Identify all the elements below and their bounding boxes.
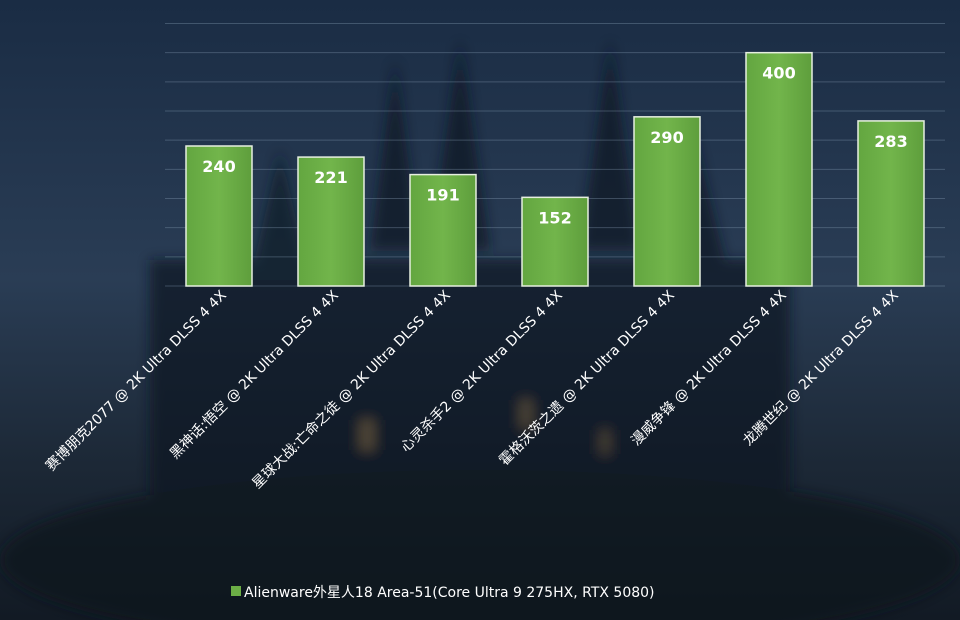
bars bbox=[185, 51, 925, 287]
bar-value-label: 152 bbox=[538, 208, 571, 227]
bar-value-label: 290 bbox=[650, 128, 683, 147]
legend: Alienware外星人18 Area-51(Core Ultra 9 275H… bbox=[231, 585, 655, 601]
bar-value-label: 400 bbox=[762, 64, 795, 83]
bar-value-label: 240 bbox=[202, 157, 235, 176]
bar bbox=[185, 145, 253, 287]
bar bbox=[409, 173, 477, 287]
legend-label: Alienware外星人18 Area-51(Core Ultra 9 275H… bbox=[244, 585, 655, 601]
value-labels: 240 221 191 152 290 400 283 bbox=[202, 64, 907, 228]
bar bbox=[633, 116, 701, 287]
bar bbox=[745, 51, 813, 287]
bar bbox=[521, 196, 589, 287]
bar bbox=[297, 156, 365, 287]
bar-value-label: 221 bbox=[314, 168, 347, 187]
legend-swatch bbox=[231, 586, 241, 596]
bar bbox=[857, 120, 925, 287]
bar-value-label: 283 bbox=[874, 132, 907, 151]
bar-value-label: 191 bbox=[426, 186, 459, 205]
